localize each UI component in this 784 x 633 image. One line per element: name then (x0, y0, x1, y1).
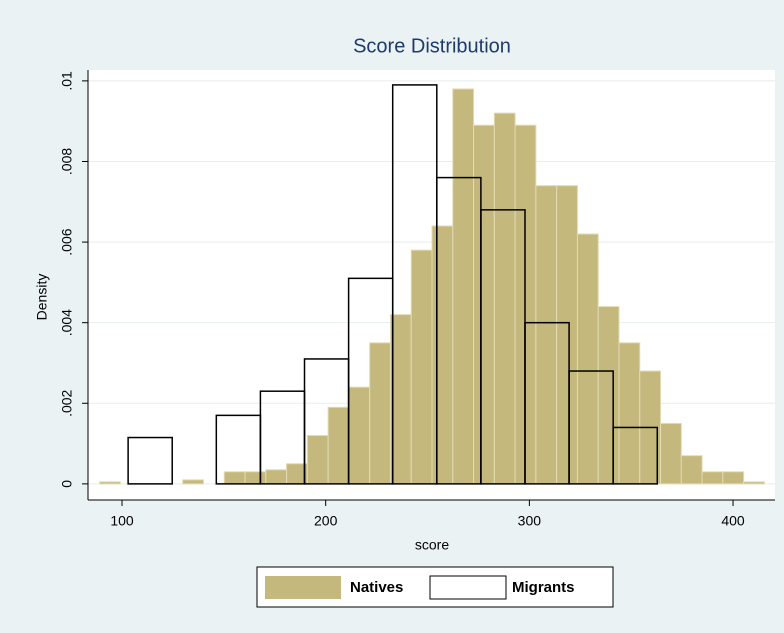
bar (660, 422, 682, 485)
bar (327, 406, 350, 485)
x-tick-label: 400 (721, 513, 745, 529)
bar (473, 124, 495, 485)
y-tick-label: .002 (59, 389, 75, 416)
bar (127, 436, 173, 485)
legend-swatch (429, 575, 507, 600)
y-tick-label: .008 (59, 148, 75, 175)
bar (182, 479, 204, 485)
bar (618, 342, 641, 485)
bar (348, 386, 371, 485)
bar (493, 112, 516, 485)
y-tick-label: 0 (59, 480, 75, 488)
bar (99, 481, 121, 485)
bar (223, 471, 246, 485)
chart-title: Score Distribution (353, 35, 511, 57)
bar (722, 471, 745, 485)
legend-label: Natives (350, 579, 403, 596)
bar (597, 306, 620, 485)
x-tick-label: 100 (110, 513, 134, 529)
y-tick-label: .006 (59, 228, 75, 255)
x-axis-label: score (415, 537, 449, 553)
bar (612, 426, 659, 485)
y-axis-label: Density (34, 274, 50, 321)
bar (265, 469, 288, 485)
bar (306, 435, 329, 485)
bar (556, 185, 578, 485)
bar (452, 88, 475, 485)
bar (389, 314, 412, 485)
bar (743, 481, 765, 485)
bar (431, 225, 454, 485)
bar (701, 471, 724, 485)
legend-swatch (265, 576, 341, 599)
bar (410, 249, 433, 485)
x-tick-label: 300 (518, 513, 542, 529)
bar (680, 455, 703, 485)
bar (576, 233, 599, 485)
y-tick-label: .01 (59, 71, 75, 91)
bar (244, 471, 267, 485)
bar (535, 185, 558, 485)
y-tick-label: .004 (59, 309, 75, 336)
legend-label: Migrants (512, 579, 575, 596)
bar (369, 342, 391, 485)
x-tick-label: 200 (314, 513, 338, 529)
